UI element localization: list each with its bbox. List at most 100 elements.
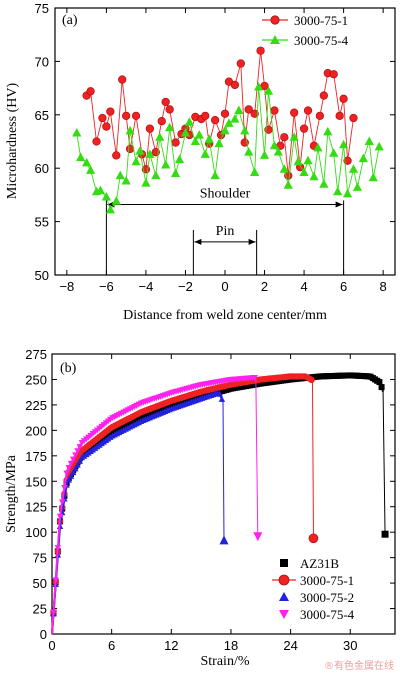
curve-marker-az31b xyxy=(376,379,383,386)
data-point-3000-75-4 xyxy=(220,125,230,135)
data-point-3000-75-4 xyxy=(250,167,260,176)
data-point-3000-75-4 xyxy=(273,147,283,156)
curve-marker-3000-75-4 xyxy=(61,484,68,491)
watermark-text: ®有色金属在线 xyxy=(324,659,394,672)
curve-marker-3000-75-4 xyxy=(52,577,59,584)
data-point-3000-75-4 xyxy=(352,182,363,191)
curve-marker-3000-75-2 xyxy=(67,472,75,479)
y-tick-label: 0 xyxy=(40,627,47,642)
panel-b-y-axis-label: Strength/MPa xyxy=(4,454,19,533)
x-tick-label: 8 xyxy=(380,279,387,294)
data-point-3000-75-4 xyxy=(358,153,368,163)
data-point-3000-75-4 xyxy=(313,142,323,152)
data-point-3000-75-4 xyxy=(145,149,155,158)
panel-a-microhardness: −8 −6 −4 −2 0 2 4 6 8 50 55 60 65 70 75 Shoulder Pin (… xyxy=(5,1,396,323)
data-point-3000-75-1 xyxy=(92,137,101,146)
curve-marker-3000-75-4 xyxy=(56,513,64,520)
y-tick-label: 50 xyxy=(33,576,47,591)
x-tick-label: 2 xyxy=(261,279,268,294)
data-point-3000-75-1 xyxy=(290,108,299,117)
x-tick-label: −4 xyxy=(139,279,154,294)
pin-arrow-left xyxy=(194,238,202,245)
y-tick-label: 125 xyxy=(25,500,47,515)
data-point-3000-75-1 xyxy=(112,151,121,160)
curve-3000-75-2 xyxy=(51,391,224,635)
data-point-3000-75-4 xyxy=(125,125,135,135)
y-tick-label: 150 xyxy=(25,474,47,489)
data-point-3000-75-1 xyxy=(157,117,166,126)
y-tick-label: 175 xyxy=(25,449,47,464)
data-point-3000-75-4 xyxy=(170,168,181,178)
series-3000-75-2 xyxy=(50,389,229,635)
legend-label-az31b: AZ31B xyxy=(300,556,339,571)
curve-marker-3000-75-2 xyxy=(65,476,73,483)
legend-label-3000-75-4-b: 3000-75-4 xyxy=(300,607,355,622)
x-tick-label: 0 xyxy=(221,279,228,294)
panel-a-y-axis-label: Microhardness (HV) xyxy=(5,83,20,200)
data-point-3000-75-1 xyxy=(220,109,230,118)
data-point-3000-75-1 xyxy=(106,107,115,116)
data-point-3000-75-1 xyxy=(210,115,220,125)
fracture-line-3000-75-4 xyxy=(255,377,259,537)
fracture-marker-3000-75-2 xyxy=(219,535,229,545)
legend-entry-az31b: AZ31B xyxy=(280,556,339,571)
pin-arrow-right xyxy=(248,238,256,245)
data-point-3000-75-1 xyxy=(98,113,107,123)
data-point-3000-75-1 xyxy=(145,124,155,133)
panel-b-legend: AZ31B 3000-75-1 3000-75-2 3000-75-4 xyxy=(272,556,355,622)
data-point-3000-75-4 xyxy=(115,170,125,180)
x-tick-label: 24 xyxy=(283,638,297,653)
legend-marker-3000-75-4-b xyxy=(279,610,289,619)
data-point-3000-75-4 xyxy=(76,152,86,162)
data-point-3000-75-1 xyxy=(250,109,259,118)
data-point-3000-75-1 xyxy=(236,59,245,68)
data-point-3000-75-4 xyxy=(299,167,309,176)
data-point-3000-75-4 xyxy=(342,188,353,198)
data-point-3000-75-4 xyxy=(323,126,333,136)
data-point-3000-75-4 xyxy=(254,82,264,91)
data-point-3000-75-1 xyxy=(161,97,170,107)
curve-marker-3000-75-4 xyxy=(54,545,62,552)
shoulder-arrow-right xyxy=(335,201,343,208)
data-point-3000-75-1 xyxy=(256,46,265,55)
data-point-3000-75-4 xyxy=(279,164,289,173)
data-point-3000-75-4 xyxy=(190,136,200,145)
x-tick-label: 30 xyxy=(343,638,357,653)
y-tick-label: 100 xyxy=(25,525,47,540)
data-point-3000-75-4 xyxy=(194,130,204,139)
panel-a-x-ticks: −8 −6 −4 −2 0 2 4 6 8 xyxy=(59,8,387,294)
legend-marker-3000-75-4 xyxy=(270,35,280,44)
legend-label-3000-75-2: 3000-75-2 xyxy=(300,590,354,605)
data-point-3000-75-4 xyxy=(200,149,210,158)
data-point-3000-75-4 xyxy=(240,125,250,135)
y-tick-label: 250 xyxy=(25,372,47,387)
series-3000-75-1 xyxy=(82,46,358,180)
curve-marker-3000-75-4 xyxy=(59,499,66,506)
shoulder-label: Shoulder xyxy=(200,187,251,202)
data-point-3000-75-4 xyxy=(82,157,92,167)
curve-marker-3000-75-4 xyxy=(76,444,83,451)
data-point-3000-75-4 xyxy=(309,171,319,181)
legend-entry-3000-75-1-b: 3000-75-1 xyxy=(272,573,354,588)
x-tick-label: 6 xyxy=(340,279,347,294)
panel-b-strength-strain: 0 6 12 18 24 30 0 25 50 75 100 125 150 175 200 225 250 2… xyxy=(4,347,396,669)
data-point-3000-75-1 xyxy=(270,106,279,115)
data-point-3000-75-4 xyxy=(105,204,115,214)
x-tick-label: 18 xyxy=(224,638,238,653)
curve-marker-3000-75-1 xyxy=(308,376,315,384)
data-point-3000-75-4 xyxy=(141,178,151,187)
data-point-3000-75-4 xyxy=(293,156,303,166)
panel-b-x-ticks: 0 6 12 18 24 30 xyxy=(48,354,357,653)
legend-label-3000-75-1-b: 3000-75-1 xyxy=(300,573,354,588)
curve-marker-az31b xyxy=(378,384,385,391)
pin-label: Pin xyxy=(216,224,235,239)
curve-marker-3000-75-4 xyxy=(63,470,70,477)
data-point-3000-75-4 xyxy=(234,105,244,115)
data-point-3000-75-4 xyxy=(244,147,254,156)
y-tick-label: 25 xyxy=(33,602,47,617)
panel-b-series xyxy=(50,372,389,635)
fracture-line-3000-75-1 xyxy=(311,380,314,539)
data-point-3000-75-4 xyxy=(289,132,299,141)
data-point-3000-75-1 xyxy=(201,111,210,121)
data-point-3000-75-4 xyxy=(329,148,339,157)
